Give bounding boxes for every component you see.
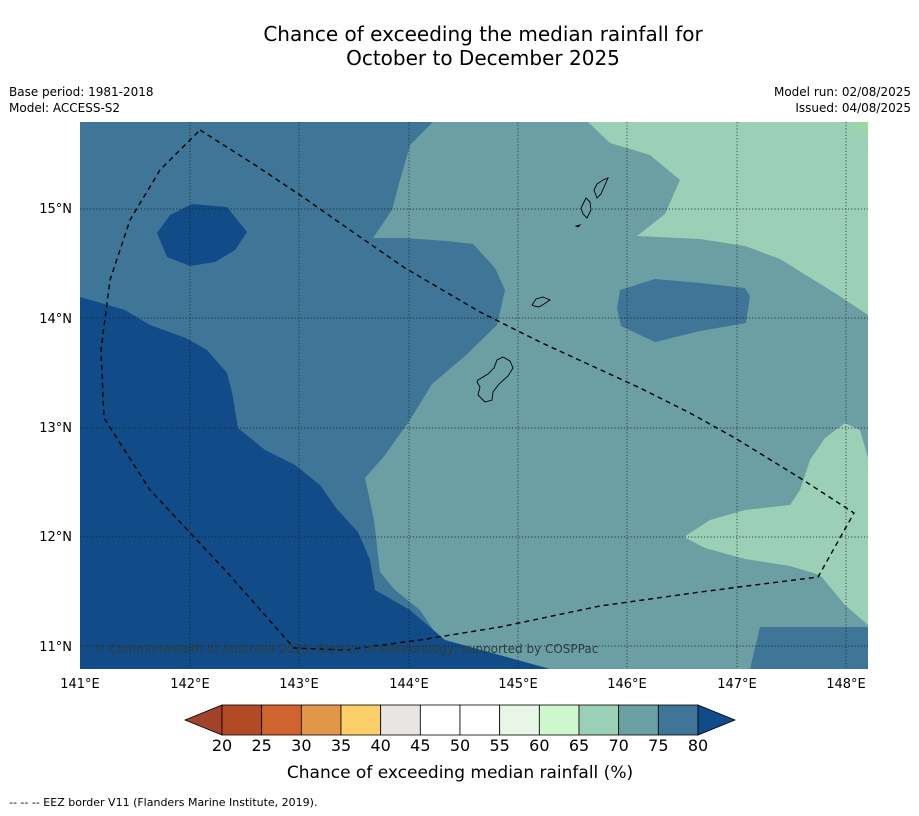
latitude-labels: 15°N 14°N 13°N 12°N 11°N bbox=[39, 202, 72, 655]
saipan-island bbox=[593, 177, 609, 199]
colorbar-tick-label: 75 bbox=[648, 736, 668, 755]
colorbar-tick-label: 65 bbox=[569, 736, 589, 755]
rota-island bbox=[531, 296, 551, 308]
band-65-70-south bbox=[684, 423, 868, 625]
band-60-65 bbox=[852, 122, 868, 133]
colorbar-bin bbox=[221, 704, 263, 736]
colorbar-bin bbox=[538, 704, 580, 736]
lon-label-143e: 143°E bbox=[279, 677, 319, 692]
colorbar-tick-label: 25 bbox=[251, 736, 271, 755]
eez-border bbox=[100, 129, 855, 651]
colorbar-bin bbox=[657, 704, 699, 736]
lon-label-146e: 146°E bbox=[607, 677, 647, 692]
copyright-credit: © Commonwealth of Australia 2025, Bureau… bbox=[93, 642, 598, 656]
band-80-plus-north bbox=[157, 204, 247, 266]
colorbar-bin bbox=[261, 704, 302, 736]
map-area: © Commonwealth of Australia 2025, Bureau… bbox=[80, 122, 868, 669]
colorbar-over-triangle bbox=[697, 704, 737, 736]
model-text: Model: ACCESS-S2 bbox=[9, 101, 121, 115]
colorbar-tick-label: 50 bbox=[450, 736, 470, 755]
lon-label-141e: 141°E bbox=[60, 677, 100, 692]
lon-label-148e: 148°E bbox=[826, 677, 866, 692]
colorbar-bin bbox=[419, 704, 461, 736]
lat-label-14n: 14°N bbox=[39, 312, 72, 327]
colorbar-bin bbox=[578, 704, 620, 736]
band-65-70-north bbox=[588, 122, 868, 315]
lon-label-145e: 145°E bbox=[498, 677, 538, 692]
lat-label-11n: 11°N bbox=[39, 640, 72, 655]
colorbar-tick-label: 40 bbox=[370, 736, 390, 755]
colorbar-bin bbox=[380, 704, 421, 736]
islands bbox=[476, 177, 609, 403]
issued-text: Issued: 04/08/2025 bbox=[795, 101, 911, 115]
metadata-left: Base period: 1981-2018 Model: ACCESS-S2 bbox=[9, 84, 154, 116]
title-line-2: October to December 2025 bbox=[346, 46, 620, 70]
colorbar-tick-label: 35 bbox=[331, 736, 351, 755]
eez-footnote: -- -- -- EEZ border V11 (Flanders Marine… bbox=[9, 796, 318, 809]
colorbar-tick-label: 30 bbox=[291, 736, 311, 755]
colorbar-bin bbox=[459, 704, 501, 736]
colorbar-tick-labels: 20 25 30 35 40 45 50 55 60 65 70 75 80 bbox=[212, 736, 708, 755]
lat-label-15n: 15°N bbox=[39, 202, 72, 217]
colorbar-tick-label: 20 bbox=[212, 736, 232, 755]
colorbar-tick-label: 60 bbox=[529, 736, 549, 755]
colorbar: 20 25 30 35 40 45 50 55 60 65 70 75 80 Chance of exc… bbox=[183, 704, 737, 783]
lat-label-12n: 12°N bbox=[39, 530, 72, 545]
map-title: Chance of exceeding the median rainfall … bbox=[0, 22, 919, 70]
colorbar-bins bbox=[221, 704, 699, 736]
gridlines bbox=[80, 122, 868, 669]
aguijan-island bbox=[574, 224, 582, 228]
colorbar-tick-label: 45 bbox=[410, 736, 430, 755]
colorbar-tick-label: 55 bbox=[489, 736, 509, 755]
colorbar-bin bbox=[499, 704, 540, 736]
title-line-1: Chance of exceeding the median rainfall … bbox=[263, 22, 703, 46]
base-period-text: Base period: 1981-2018 bbox=[9, 85, 154, 99]
lon-label-147e: 147°E bbox=[717, 677, 757, 692]
colorbar-bin bbox=[340, 704, 382, 736]
colorbar-under-triangle bbox=[183, 704, 223, 736]
colorbar-title: Chance of exceeding median rainfall (%) bbox=[287, 763, 633, 783]
model-run-text: Model run: 02/08/2025 bbox=[773, 85, 911, 99]
colorbar-tick-label: 80 bbox=[688, 736, 708, 755]
lon-label-142e: 142°E bbox=[170, 677, 210, 692]
guam-island bbox=[476, 356, 514, 403]
colorbar-tick-label: 70 bbox=[608, 736, 628, 755]
band-75-80-patch bbox=[617, 279, 750, 342]
colorbar-bin bbox=[300, 704, 342, 736]
band-80-plus-west bbox=[80, 297, 550, 669]
longitude-labels: 141°E 142°E 143°E 144°E 145°E 146°E 147°… bbox=[60, 677, 866, 692]
lat-label-13n: 13°N bbox=[39, 421, 72, 436]
lon-label-144e: 144°E bbox=[389, 677, 429, 692]
tinian-island bbox=[580, 197, 592, 219]
colorbar-bin bbox=[618, 704, 659, 736]
metadata-right: Model run: 02/08/2025 Issued: 04/08/2025 bbox=[774, 84, 911, 116]
